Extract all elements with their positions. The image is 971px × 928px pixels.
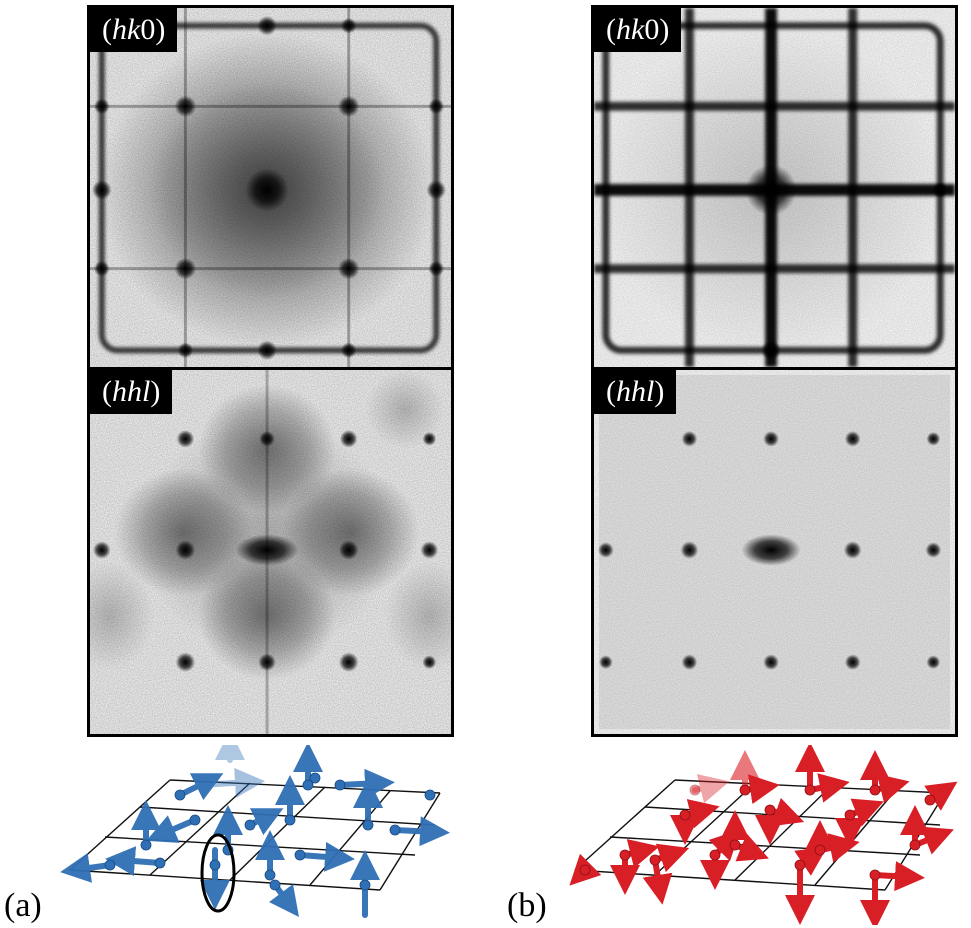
diffuse-map-b-hhl [594,370,955,734]
figure-label-a: (a) [4,887,42,924]
panel-a-hhl: (hhl) [87,367,454,737]
spin-lattice-a [60,745,450,918]
panel-label-a-hhl: (hhl) [90,370,173,414]
diffuse-map-a-hk0 [90,8,451,367]
highlight-ellipse [200,833,236,913]
panel-b-hk0: (hk0) [591,5,958,370]
spin-lattice-b [569,745,958,925]
panel-a-hk0: (hk0) [87,5,454,370]
panel-label-b-hk0: (hk0) [594,8,682,52]
diffuse-map-a-hhl [90,370,451,734]
panel-label-a-hk0: (hk0) [90,8,178,52]
panel-b-hhl: (hhl) [591,367,958,737]
figure-label-b: (b) [507,887,547,924]
diffuse-map-b-hk0 [594,8,955,367]
panel-label-b-hhl: (hhl) [594,370,677,414]
